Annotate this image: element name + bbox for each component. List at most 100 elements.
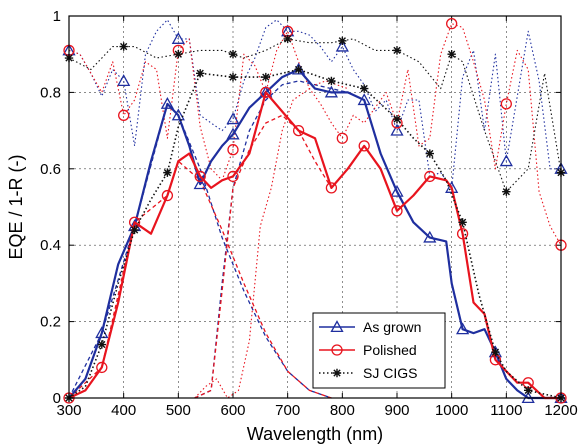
series-line-polished-onset (194, 80, 348, 399)
circle-marker (391, 205, 403, 217)
x-tick-label: 700 (275, 402, 300, 419)
triangle-marker (193, 177, 207, 190)
x-tick-label: 1000 (435, 402, 468, 419)
y-tick-label: 1 (53, 8, 61, 25)
triangle-marker (324, 85, 339, 98)
series-line-polished-bottom (194, 114, 349, 399)
y-tick-label: 0.6 (40, 161, 61, 178)
series-as-grown-top (68, 103, 332, 399)
series-line-as-grown-bottom (194, 80, 348, 399)
star-marker (196, 69, 205, 78)
y-tick-label: 0.8 (40, 84, 61, 101)
circle-marker (292, 124, 305, 137)
y-tick-label: 0 (53, 390, 61, 407)
circle-marker (260, 86, 272, 99)
star-marker (447, 50, 456, 59)
triangle-marker (390, 123, 404, 136)
series-line-sj-cigs (68, 68, 562, 399)
legend-label: Polished (363, 342, 417, 358)
series-line-polished (68, 91, 561, 400)
y-axis-title: EQE / 1-R (-) (6, 154, 26, 259)
star-marker (283, 34, 292, 44)
star-marker (524, 386, 533, 395)
circle-marker (500, 98, 512, 110)
star-marker (332, 368, 342, 378)
x-tick-label: 1200 (544, 402, 577, 419)
star-marker (502, 187, 511, 196)
star-marker (174, 50, 183, 59)
star-marker (360, 84, 369, 93)
star-marker (392, 114, 402, 124)
series-line-as-grown (68, 68, 561, 400)
star-marker (491, 347, 500, 357)
x-tick-label: 300 (56, 402, 81, 419)
x-axis-title: Wavelength (nm) (247, 424, 383, 444)
x-tick-label: 900 (384, 402, 409, 419)
triangle-marker (171, 108, 185, 121)
circle-marker (118, 109, 130, 121)
star-marker (261, 72, 270, 82)
x-tick-label: 600 (220, 402, 245, 419)
circle-marker (194, 170, 206, 183)
star-marker (425, 149, 434, 158)
x-tick-label: 800 (330, 402, 355, 419)
triangle-marker (117, 74, 131, 86)
triangle-marker (390, 184, 404, 197)
star-marker (294, 65, 303, 74)
circle-marker (456, 228, 469, 240)
circle-marker (424, 170, 436, 183)
star-marker (130, 225, 139, 235)
star-marker (228, 50, 238, 59)
triangle-marker (499, 154, 513, 167)
x-tick-label: 1100 (490, 402, 522, 419)
plot-frame (68, 15, 562, 399)
star-marker (119, 42, 128, 51)
circle-marker (96, 361, 108, 374)
triangle-marker (226, 112, 240, 125)
series-sj-cigs-1-r (64, 34, 566, 196)
circle-marker (161, 189, 174, 202)
triangle-marker (226, 127, 240, 140)
series-polished-onset (194, 80, 348, 399)
circle-marker (446, 17, 458, 30)
y-tick-labels: 0 0.2 0.4 0.6 0.8 1 (40, 8, 61, 407)
series-line-as-grown-top (68, 103, 332, 399)
triangle-marker (357, 93, 371, 106)
circle-marker (325, 182, 338, 194)
x-tick-label: 500 (166, 402, 191, 419)
triangle-marker (330, 320, 344, 333)
star-marker (327, 76, 336, 86)
triangle-marker (171, 32, 185, 44)
y-tick-label: 0.2 (40, 314, 61, 331)
triangle-marker (335, 39, 349, 52)
x-tick-label: 400 (111, 402, 136, 419)
y-tick-label: 0.4 (40, 237, 61, 254)
series-as-grown-bottom (194, 80, 348, 399)
circle-marker (331, 344, 343, 356)
legend: As grown Polished SJ CIGS (312, 312, 446, 389)
circle-marker (227, 170, 239, 183)
x-tick-labels: 300 400 500 600 700 800 900 1000 1100 1200 (56, 402, 577, 419)
series-polished-bottom (194, 114, 349, 399)
star-marker (97, 340, 106, 349)
star-marker (458, 218, 467, 227)
circle-marker (358, 140, 370, 152)
triangle-marker (423, 230, 437, 243)
triangle-marker (160, 97, 175, 109)
series-line-sj-cigs-1-r (68, 38, 562, 193)
legend-label: SJ CIGS (363, 365, 417, 381)
series-line-as-grown-1-r (68, 19, 561, 189)
star-marker (338, 36, 347, 46)
star-marker (228, 72, 238, 82)
circle-marker (336, 132, 348, 144)
circle-marker (227, 144, 239, 156)
legend-item-as-grown: As grown (319, 319, 421, 335)
triangle-marker (455, 322, 470, 335)
series-as-grown-1-r (62, 19, 568, 193)
legend-label: As grown (363, 319, 421, 335)
star-marker (392, 46, 402, 55)
star-marker (163, 168, 172, 177)
legend-item-sj-cigs: SJ CIGS (319, 365, 417, 381)
